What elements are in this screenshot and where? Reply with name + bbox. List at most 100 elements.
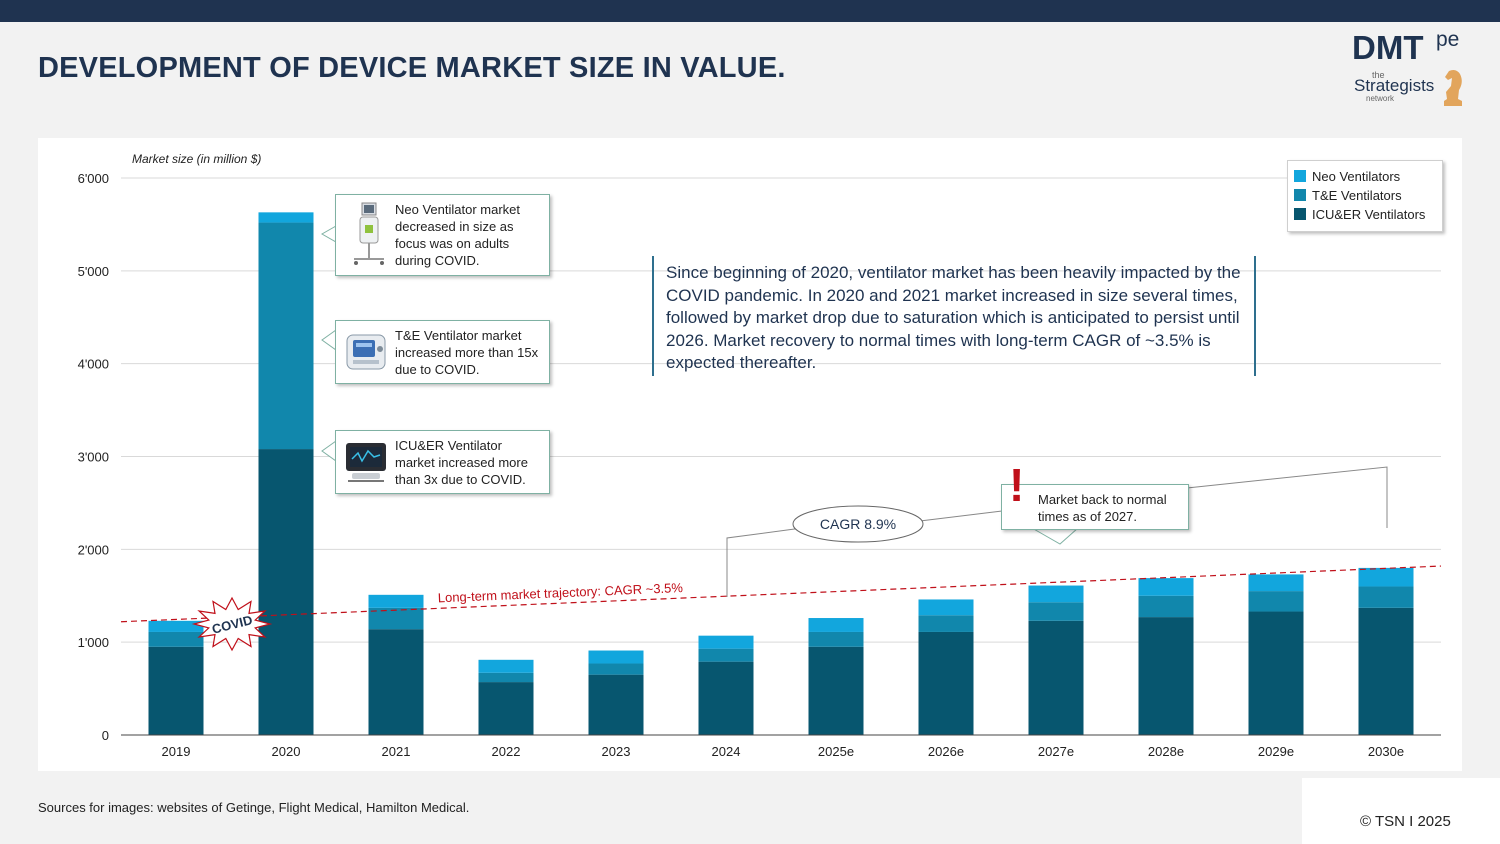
recovery-note: Market back to normal times as of 2027. [1001,484,1189,530]
bar-segment [1358,567,1414,587]
bar-segment [1248,591,1304,612]
x-tick-label: 2029e [1258,744,1294,759]
callout-icu: ICU&ER Ventilator market increased more … [335,430,550,494]
y-tick-label: 1'000 [78,635,109,650]
x-tick-label: 2022 [492,744,521,759]
y-tick-label: 4'000 [78,357,109,372]
bar-segment [148,620,204,632]
legend: Neo Ventilators T&E Ventilators ICU&ER V… [1287,160,1443,232]
recovery-note-pointer [1030,527,1080,545]
te-ventilator-image [346,334,386,370]
callout-neo: Neo Ventilator market decreased in size … [335,194,550,276]
y-axis-title: Market size (in million $) [132,152,261,166]
logo-dmt-text: DMT [1352,29,1424,66]
bar-segment [1138,578,1194,596]
y-tick-label: 6'000 [78,171,109,186]
bar-segment [808,631,864,647]
x-tick-label: 2027e [1038,744,1074,759]
bar-segment [698,661,754,735]
summary-text: Since beginning of 2020, ventilator mark… [666,263,1241,373]
cagr-ellipse [792,505,924,543]
covid-burst [191,596,273,652]
bar-segment [258,449,314,735]
callout-te: T&E Ventilator market increased more tha… [335,320,550,384]
bar-segment [148,631,204,647]
icu-ventilator-image [346,443,386,482]
footer-box [1302,778,1500,844]
bar-segment [258,222,314,450]
bar-segment [368,594,424,608]
bar-segment [588,674,644,735]
bar-segment [808,646,864,735]
bar-segment [1248,611,1304,735]
recovery-note-text: Market back to normal times as of 2027. [1038,492,1167,524]
bar-segment [1358,586,1414,608]
trend-line-label: Long-term market trajectory: CAGR ~3.5% [437,580,683,605]
x-tick-label: 2028e [1148,744,1184,759]
x-tick-label: 2020 [272,744,301,759]
bar-segment [1248,574,1304,592]
exclamation-icon: ! [1009,459,1025,511]
bar-segment [918,631,974,735]
x-tick-label: 2021 [382,744,411,759]
legend-swatch-icu [1294,208,1306,220]
callout-icu-pointer [321,440,337,462]
x-tick-label: 2024 [712,744,741,759]
callout-neo-pointer [320,225,337,243]
y-tick-label: 5'000 [78,264,109,279]
callout-neo-text: Neo Ventilator market decreased in size … [395,202,521,268]
logo-pe-text: pe [1436,28,1460,51]
bar-segment [1138,595,1194,618]
sources-note: Sources for images: websites of Getinge,… [38,800,470,815]
chess-knight-icon [1444,70,1462,106]
bar-segment [1028,602,1084,621]
x-tick-label: 2026e [928,744,964,759]
neo-ventilator-image [354,202,384,265]
cagr-connector-mid [919,510,1003,522]
bar-segment [148,646,204,735]
logo-network-text: network [1366,94,1395,103]
logo-strategists-text: Strategists [1354,76,1435,95]
top-bar [0,0,1500,22]
bar-segment [918,599,974,616]
callout-te-pointer [321,329,337,351]
bar-segment [478,682,534,735]
legend-item-neo: Neo Ventilators [1294,169,1400,184]
copyright: © TSN I 2025 [1360,813,1451,830]
bar-segment [1028,585,1084,603]
bar-segment [588,650,644,664]
bar-segment [1028,620,1084,735]
dmt-logo: DMT pe the Strategists network [1350,28,1468,110]
legend-label-te: T&E Ventilators [1312,188,1402,203]
x-tick-label: 2023 [602,744,631,759]
legend-swatch-te [1294,189,1306,201]
legend-swatch-neo [1294,170,1306,182]
bar-segment [1358,607,1414,735]
bar-segment [368,629,424,735]
y-tick-label: 2'000 [78,542,109,557]
bar-segment [698,635,754,649]
bar-segment [478,672,534,683]
bar-segment [258,212,314,223]
bar-segment [1138,617,1194,735]
callout-icu-text: ICU&ER Ventilator market increased more … [395,438,528,487]
bar-segment [698,648,754,662]
bar-segment [368,607,424,630]
legend-label-icu: ICU&ER Ventilators [1312,207,1426,222]
summary-textbox: Since beginning of 2020, ventilator mark… [652,256,1256,376]
bar-segment [808,618,864,632]
legend-item-icu: ICU&ER Ventilators [1294,207,1425,222]
trend-line [120,565,1442,623]
bar-segment [478,659,534,673]
legend-item-te: T&E Ventilators [1294,188,1402,203]
x-tick-label: 2025e [818,744,854,759]
legend-label-neo: Neo Ventilators [1312,169,1401,184]
y-tick-label: 0 [102,728,109,743]
callout-te-text: T&E Ventilator market increased more tha… [395,328,539,377]
page-title: DEVELOPMENT OF DEVICE MARKET SIZE IN VAL… [38,52,786,84]
y-tick-label: 3'000 [78,450,109,465]
x-tick-label: 2030e [1368,744,1404,759]
cagr-connector-left [726,527,803,597]
bar-segment [588,663,644,675]
